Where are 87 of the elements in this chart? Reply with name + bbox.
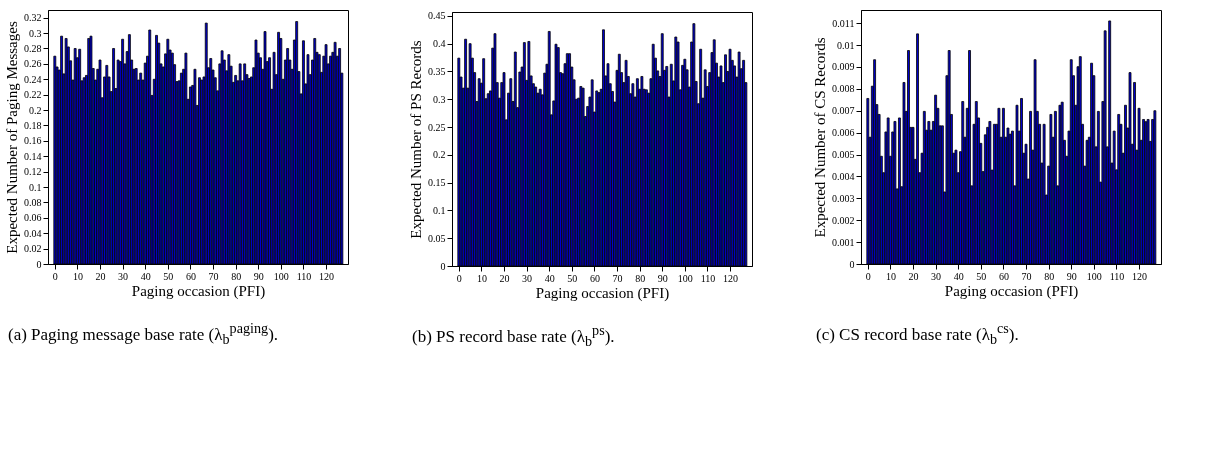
x-tick-label: 110 [700, 272, 716, 284]
x-tick-label: 120 [723, 272, 739, 284]
y-tick-label: 0 [36, 258, 42, 270]
x-tick-label: 0 [456, 272, 462, 284]
y-tick-label: 0.01 [837, 39, 855, 51]
x-tick-label: 20 [908, 270, 919, 282]
x-tick-label: 100 [1086, 270, 1102, 282]
x-tick-label: 30 [118, 270, 129, 282]
y-tick-label: 0.02 [24, 243, 42, 255]
y-tick-label: 0.007 [832, 105, 855, 117]
y-tick-label: 0.12 [24, 166, 42, 178]
y-tick-label: 0.2 [29, 104, 42, 116]
y-tick-label: 0.16 [24, 135, 42, 147]
x-tick-label: 50 [976, 270, 987, 282]
y-axis-title: Expected Number of CS Records [812, 37, 828, 238]
y-tick-label: 0.1 [433, 204, 446, 216]
y-tick-label: 0.05 [428, 232, 446, 244]
x-tick-label: 40 [953, 270, 964, 282]
x-tick-label: 120 [1132, 270, 1148, 282]
y-tick-label: 0.24 [24, 73, 42, 85]
x-tick-label: 10 [476, 272, 487, 284]
x-axis-title: Paging occasion (PFI) [944, 282, 1079, 300]
x-tick-label: 80 [231, 270, 242, 282]
y-tick-label: 0.004 [832, 170, 855, 182]
y-tick-label: 0.3 [433, 93, 446, 105]
y-tick-label: 0.4 [433, 38, 446, 50]
y-axis-title: Expected Number of Paging Messages [4, 21, 20, 254]
y-tick-label: 0.005 [832, 149, 855, 161]
x-tick-label: 100 [273, 270, 289, 282]
y-axis-title: Expected Number of PS Records [408, 40, 424, 239]
x-axis-title: Paging occasion (PFI) [131, 282, 266, 300]
y-tick-label: 0.22 [24, 89, 42, 101]
x-tick-label: 90 [253, 270, 264, 282]
x-tick-label: 60 [185, 270, 196, 282]
y-tick-label: 0.002 [832, 214, 855, 226]
x-tick-label: 70 [208, 270, 219, 282]
text: (a) Paging message base rate (λ$_{b}$$^{paging}$). [7, 319, 280, 350]
x-tick-label: 70 [612, 272, 623, 284]
x-tick-label: 50 [567, 272, 578, 284]
y-tick-label: 0.006 [832, 127, 855, 139]
y-tick-label: 0.25 [428, 121, 446, 133]
y-tick-label: 0.18 [24, 119, 42, 131]
y-tick-label: 0.1 [29, 181, 42, 193]
x-tick-label: 20 [499, 272, 510, 284]
x-tick-label: 0 [52, 270, 58, 282]
y-tick-label: 0.06 [24, 212, 42, 224]
y-tick-label: 0 [440, 260, 446, 272]
x-tick-label: 80 [635, 272, 646, 284]
y-tick-label: 0.26 [24, 58, 42, 70]
x-tick-label: 20 [95, 270, 106, 282]
x-tick-label: 50 [163, 270, 174, 282]
x-tick-label: 10 [885, 270, 896, 282]
x-tick-label: 30 [931, 270, 942, 282]
x-tick-label: 60 [589, 272, 600, 284]
y-tick-label: 0.008 [832, 83, 855, 95]
x-tick-label: 40 [140, 270, 151, 282]
text: (b) PS record base rate (λ$_{b}$$^{ps}$). [411, 321, 616, 352]
y-tick-label: 0.011 [832, 17, 855, 29]
x-tick-label: 110 [296, 270, 312, 282]
y-tick-label: 0.08 [24, 196, 42, 208]
x-axis-title: Paging occasion (PFI) [535, 284, 670, 302]
y-tick-label: 0.2 [433, 149, 446, 161]
x-tick-label: 90 [1066, 270, 1077, 282]
y-tick-label: 0.28 [24, 42, 42, 54]
x-tick-label: 10 [72, 270, 83, 282]
y-tick-label: 0.3 [29, 27, 42, 39]
y-tick-label: 0.14 [24, 150, 42, 162]
x-tick-label: 120 [319, 270, 335, 282]
x-tick-label: 90 [657, 272, 668, 284]
y-tick-label: 0.04 [24, 227, 42, 239]
x-tick-label: 110 [1109, 270, 1125, 282]
x-tick-label: 30 [522, 272, 533, 284]
y-tick-label: 0.003 [832, 192, 855, 204]
x-tick-label: 100 [677, 272, 693, 284]
y-tick-label: 0 [849, 258, 855, 270]
x-tick-label: 60 [998, 270, 1009, 282]
x-tick-label: 70 [1021, 270, 1032, 282]
y-tick-label: 0.45 [428, 10, 446, 22]
y-tick-label: 0.35 [428, 65, 446, 77]
y-tick-label: 0.32 [24, 12, 42, 24]
x-tick-label: 0 [865, 270, 871, 282]
y-tick-label: 0.009 [832, 61, 855, 73]
y-tick-label: 0.001 [832, 236, 855, 248]
y-tick-label: 0.15 [428, 177, 446, 189]
x-tick-label: 40 [544, 272, 555, 284]
text: (c) CS record base rate (λ$_{b}$$^{cs}$). [815, 319, 1020, 350]
x-tick-label: 80 [1044, 270, 1055, 282]
